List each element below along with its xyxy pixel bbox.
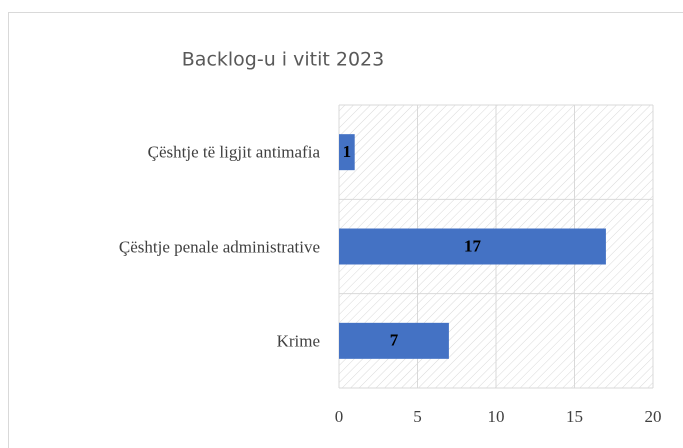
bar [339, 228, 606, 265]
data-label: 17 [464, 236, 482, 255]
x-tick-label: 10 [488, 407, 505, 426]
x-tick-label: 5 [413, 407, 422, 426]
data-label: 1 [343, 142, 352, 161]
y-tick-label: Krime [276, 331, 320, 351]
y-tick-label: Çështje të ligjit antimafia [147, 142, 320, 162]
x-tick-label: 20 [645, 407, 662, 426]
y-tick-label: Çështje penale administrative [118, 237, 320, 256]
chart-title: Backlog-u i vitit 2023 [182, 49, 384, 71]
bar [339, 322, 449, 359]
bar [339, 134, 355, 171]
data-label: 7 [390, 331, 399, 350]
x-tick-label: 0 [335, 407, 344, 426]
x-tick-label: 15 [566, 407, 583, 426]
